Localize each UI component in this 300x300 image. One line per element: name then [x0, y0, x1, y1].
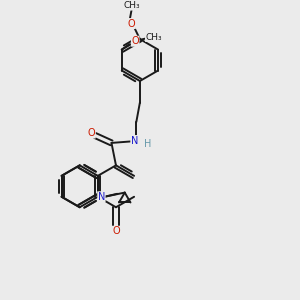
Text: O: O [131, 36, 139, 46]
Text: CH₃: CH₃ [146, 32, 162, 41]
Text: H: H [144, 139, 151, 149]
Text: O: O [88, 128, 95, 138]
Text: N: N [131, 136, 138, 146]
Text: O: O [112, 226, 120, 236]
Text: N: N [98, 192, 105, 202]
Text: O: O [128, 19, 135, 28]
Text: CH₃: CH₃ [124, 1, 140, 10]
